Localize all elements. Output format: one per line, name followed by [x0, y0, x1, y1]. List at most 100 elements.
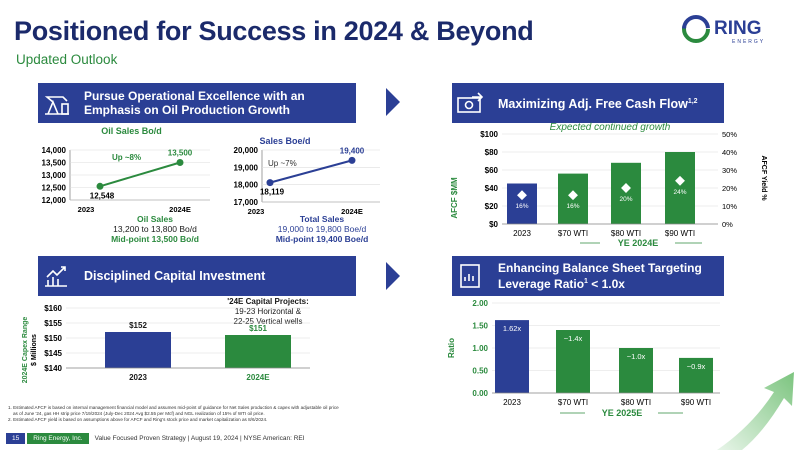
afcf-yield-marker: [675, 175, 685, 186]
oil-caption-range: 13,200 to 13,800 Bo/d: [113, 224, 197, 234]
leverage-value-label: ~1.0x: [627, 352, 646, 361]
page-title: Positioned for Success in 2024 & Beyond: [14, 16, 534, 46]
arrow-right-icon: [386, 88, 400, 116]
operational-excellence-banner: Pursue Operational Excellence with an Emp…: [38, 83, 356, 123]
afcf-banner-sup: 1,2: [687, 97, 698, 105]
report-icon: [452, 256, 490, 296]
afcf-y2tick: 20%: [722, 184, 737, 193]
capex-xtick: 2023: [129, 373, 147, 382]
boe-x-2023: 2023: [248, 207, 265, 214]
page-subtitle: Updated Outlook: [16, 52, 118, 67]
afcf-bar: [611, 162, 641, 224]
capex-note-line2: 22-25 Vertical wells: [233, 317, 303, 326]
afcf-yield-label: 16%: [515, 203, 528, 210]
boe-point-2024e: [348, 156, 356, 164]
boe-ytick: 20,000: [234, 146, 259, 155]
capital-investment-banner: Disciplined Capital Investment: [38, 256, 356, 296]
afcf-y2label: AFCF Yield %: [760, 155, 767, 201]
oil-chart-title: Oil Sales Bo/d: [101, 126, 162, 136]
ring-energy-logo: RING ENERGY: [680, 12, 790, 46]
afcf-xtick: $80 WTI: [611, 229, 641, 238]
afcf-y2tick: 40%: [722, 148, 737, 157]
afcf-y2tick: 0%: [722, 220, 733, 229]
capex-note-line1: 19-23 Horizontal &: [234, 307, 302, 316]
leverage-value-label: ~1.4x: [564, 334, 583, 343]
capex-ytick: $145: [44, 349, 62, 358]
afcf-y2tick: 30%: [722, 166, 737, 175]
leverage-xtick: 2023: [503, 398, 521, 407]
leverage-bar: [619, 348, 653, 393]
footnotes: 1. Estimated AFCF is based on internal m…: [8, 405, 428, 423]
leverage-ylabel: Ratio: [447, 338, 456, 358]
leverage-chart: Ratio 0.00 0.50 1.00 1.50 2.00 1.62x 2023 ~1.4…: [447, 299, 720, 418]
oil-x-2024e: 2024E: [169, 205, 191, 214]
boe-label-2023: 18,119: [260, 188, 285, 197]
leverage-xgroup: YE 2025E: [602, 408, 643, 418]
afcf-bar: [665, 152, 695, 224]
growth-arrow-icon: [717, 372, 794, 450]
boe-chart-title: Sales Boe/d: [259, 136, 311, 146]
leverage-banner-line2: Leverage Ratio: [498, 277, 585, 291]
afcf-yield-label: 24%: [673, 189, 686, 196]
capex-chart: 2024E Capex Range $ Millions $140 $145 $15…: [22, 304, 310, 383]
logo-subtext: ENERGY: [732, 39, 765, 45]
afcf-xtick: 2023: [513, 229, 531, 238]
oil-point-2024e: [176, 159, 184, 166]
afcf-ytick: $60: [485, 166, 499, 175]
afcf-yield-marker: [621, 183, 631, 193]
page-number: 15: [6, 433, 26, 444]
leverage-xtick: $80 WTI: [621, 398, 651, 407]
leverage-ytick: 0.50: [472, 367, 488, 376]
afcf-ytick: $80: [485, 148, 499, 157]
afcf-xtick: $70 WTI: [558, 229, 588, 238]
leverage-bar: [679, 357, 713, 393]
leverage-ytick: 1.00: [472, 344, 488, 353]
afcf-banner: Maximizing Adj. Free Cash Flow1,2: [452, 83, 724, 123]
capex-ylabel-line2: $ Millions: [31, 334, 38, 366]
oil-pump-icon: [38, 83, 76, 123]
footnote-2: 2. Estimated AFCF yield is based on assu…: [8, 417, 268, 422]
leverage-xtick: $90 WTI: [681, 398, 711, 407]
capex-value-label: $152: [129, 321, 147, 330]
boe-caption-range: 19,000 to 19,800 Boe/d: [277, 224, 367, 234]
boe-ytick: 17,000: [234, 198, 259, 207]
afcf-xgroup: YE 2024E: [618, 238, 659, 248]
leverage-ytick: 2.00: [472, 299, 488, 308]
leverage-xtick: $70 WTI: [558, 398, 588, 407]
oil-ytick: 13,500: [42, 159, 67, 168]
footnote-1a: 1. Estimated AFCF is based on internal m…: [8, 405, 339, 410]
leverage-banner-line1: Enhancing Balance Sheet Targeting: [498, 261, 702, 275]
capex-xtick: 2024E: [246, 373, 270, 382]
banner-line2: Emphasis on Oil Production Growth: [84, 103, 291, 117]
oil-caption-mid: Mid-point 13,500 Bo/d: [111, 234, 199, 244]
oil-label-2023: 12,548: [90, 191, 115, 200]
oil-ytick: 12,500: [42, 184, 67, 193]
afcf-ytick: $0: [489, 220, 498, 229]
afcf-yield-marker: [568, 190, 578, 201]
boe-caption-mid: Mid-point 19,400 Boe/d: [275, 234, 369, 244]
leverage-value-label: 1.62x: [503, 324, 522, 333]
company-name: Ring Energy, Inc.: [27, 433, 89, 444]
leverage-ytick: 1.50: [472, 322, 488, 331]
afcf-yield-label: 16%: [566, 203, 579, 210]
afcf-yield-label: 20%: [619, 196, 632, 203]
capex-ytick: $155: [44, 319, 62, 328]
afcf-ylabel: AFCF $MM: [450, 177, 459, 219]
arrow-right-icon: [386, 262, 400, 290]
boe-caption-title: Total Sales: [299, 214, 345, 224]
capex-ytick: $140: [44, 364, 62, 373]
leverage-bar: [556, 330, 590, 393]
footer: 15 Ring Energy, Inc. Value Focused Prove…: [6, 433, 305, 444]
boe-x-2024e: 2024E: [341, 207, 363, 214]
capex-ytick: $150: [44, 334, 62, 343]
balance-sheet-banner: Enhancing Balance Sheet Targeting Levera…: [452, 256, 724, 296]
banner-line1: Pursue Operational Excellence with an: [84, 89, 305, 103]
oil-x-2023: 2023: [78, 205, 95, 214]
logo-text: RING: [714, 18, 762, 39]
afcf-banner-title: Maximizing Adj. Free Cash Flow: [498, 97, 688, 112]
oil-ytick: 14,000: [42, 146, 67, 155]
oil-growth-label: Up ~8%: [112, 153, 141, 162]
footnote-1b: as of June '24, gas HH strip price 7/19/…: [13, 411, 265, 416]
oil-sales-chart: 12,000 12,500 13,000 13,500 14,000 12,548 13…: [42, 146, 210, 214]
leverage-banner-tail: < 1.0x: [587, 277, 625, 291]
